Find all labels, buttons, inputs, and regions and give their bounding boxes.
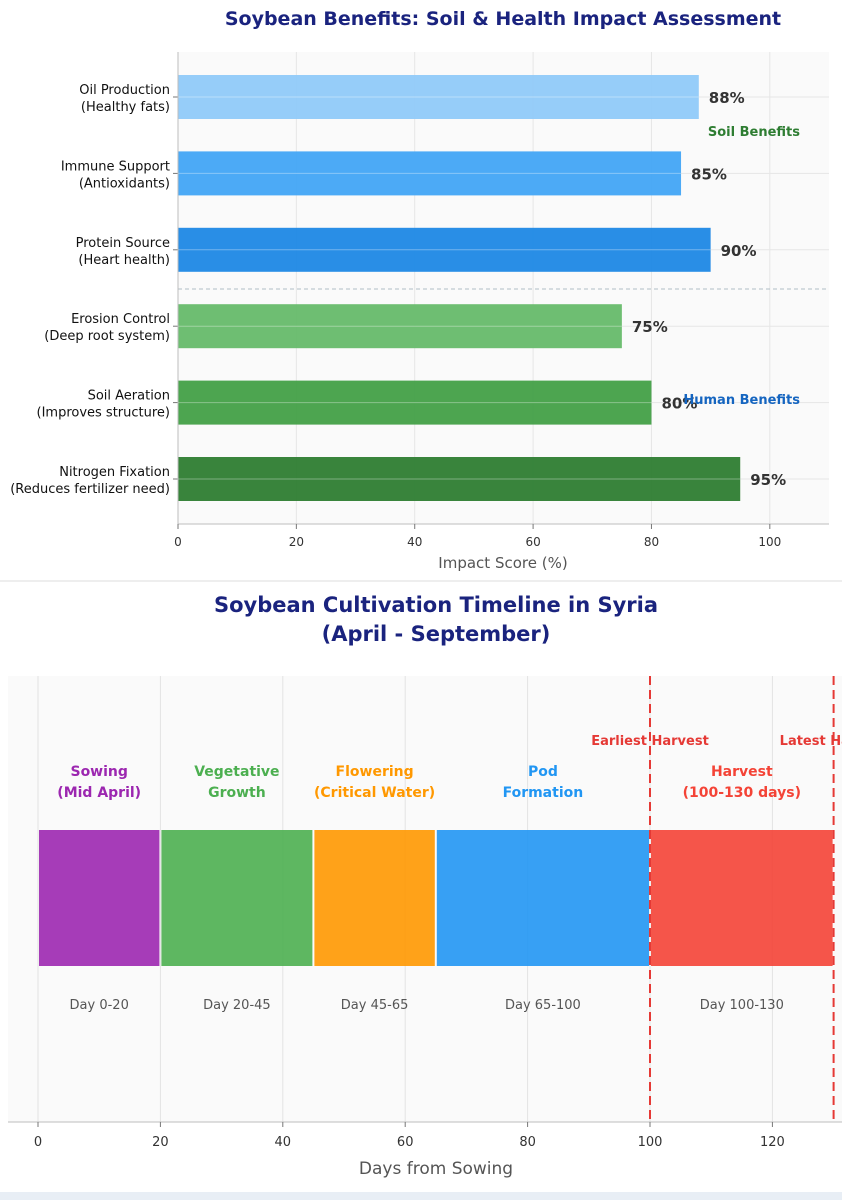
stage-bar — [314, 830, 435, 966]
benefit-value-label: 95% — [750, 471, 786, 489]
benefits-x-tick-label: 0 — [174, 535, 182, 549]
benefit-category-detail: (Heart health) — [78, 253, 170, 268]
benefits-x-ticks: 0 20 40 60 80 100 — [174, 524, 781, 549]
benefit-category-name: Erosion Control — [71, 312, 170, 327]
benefit-value-label: 88% — [709, 89, 745, 107]
timeline-title-line1: Soybean Cultivation Timeline in Syria — [214, 593, 658, 617]
benefit-category-detail: (Deep root system) — [44, 329, 170, 344]
stage-label-line1: Pod — [528, 764, 558, 780]
timeline-x-axis-label: Days from Sowing — [359, 1159, 513, 1179]
benefit-category-name: Protein Source — [76, 236, 170, 251]
harvest-marker-label: Latest Harvest — [780, 734, 842, 749]
benefit-bar — [178, 304, 622, 349]
benefits-chart: Soybean Benefits: Soil & Health Impact A… — [10, 8, 829, 572]
benefit-bar — [178, 380, 652, 425]
benefit-bar — [178, 457, 741, 501]
benefit-category-detail: (Improves structure) — [37, 406, 171, 421]
timeline-day-ranges: Day 0-20 Day 20-45 Day 45-65 Day 65-100 Day … — [70, 998, 784, 1013]
stage-label-line2: (Critical Water) — [314, 785, 435, 801]
benefit-category-name: Immune Support — [61, 159, 170, 174]
timeline-x-ticks: 0 20 40 60 80 100 120 — [34, 1122, 785, 1150]
benefits-bars: 88% 85% 90% 75% 80% 95% — [178, 75, 786, 501]
benefit-category-name: Nitrogen Fixation — [59, 465, 170, 480]
benefit-category-detail: (Antioxidants) — [79, 176, 170, 191]
benefits-plot-area — [178, 52, 829, 524]
stage-label-line1: Harvest — [711, 764, 773, 780]
benefit-bar — [178, 75, 699, 119]
bottom-strip — [0, 1192, 842, 1200]
timeline-harvest-markers: Earliest Harvest Latest Harvest — [591, 676, 842, 1122]
stage-bar — [39, 830, 160, 966]
benefits-x-tick-label: 20 — [289, 535, 304, 549]
stage-label-line1: Flowering — [336, 764, 414, 780]
stage-bar — [651, 830, 833, 966]
benefit-category-name: Oil Production — [79, 83, 170, 98]
stage-bar — [161, 830, 313, 966]
stage-label-line1: Vegetative — [194, 764, 279, 780]
human-benefits-annotation: Human Benefits — [683, 393, 800, 408]
stage-bar — [436, 830, 649, 966]
benefits-x-tick-label: 40 — [407, 535, 422, 549]
timeline-x-tick-label: 40 — [275, 1135, 292, 1150]
timeline-x-tick-label: 60 — [397, 1135, 414, 1150]
stage-label-line2: Formation — [503, 785, 584, 801]
benefit-value-label: 80% — [661, 395, 697, 413]
benefit-value-label: 75% — [632, 318, 668, 336]
benefit-bar — [178, 227, 711, 272]
benefit-category-detail: (Healthy fats) — [81, 100, 170, 115]
benefit-category-name: Soil Aeration — [88, 389, 170, 404]
benefits-category-labels: Oil Production (Healthy fats) Immune Suppo… — [10, 83, 178, 497]
timeline-x-tick-label: 20 — [152, 1135, 169, 1150]
stage-label-line2: (Mid April) — [57, 785, 141, 801]
stage-day-range: Day 0-20 — [70, 998, 129, 1013]
stage-day-range: Day 100-130 — [700, 998, 784, 1013]
timeline-x-tick-label: 0 — [34, 1135, 42, 1150]
benefit-value-label: 90% — [721, 242, 757, 260]
benefits-x-tick-label: 100 — [758, 535, 781, 549]
benefits-x-axis-label: Impact Score (%) — [438, 554, 567, 572]
stage-day-range: Day 45-65 — [341, 998, 409, 1013]
stage-label-line1: Sowing — [70, 764, 127, 780]
timeline-stage-bars — [39, 830, 833, 966]
timeline-x-tick-label: 100 — [638, 1135, 663, 1150]
stage-day-range: Day 20-45 — [203, 998, 271, 1013]
benefit-category-detail: (Reduces fertilizer need) — [10, 482, 170, 497]
benefit-bar — [178, 151, 682, 196]
stage-day-range: Day 65-100 — [505, 998, 581, 1013]
figure-divider — [0, 580, 842, 582]
benefit-value-label: 85% — [691, 165, 727, 183]
stage-label-line2: Growth — [208, 785, 266, 801]
soil-benefits-annotation: Soil Benefits — [708, 125, 800, 140]
timeline-chart: Soybean Cultivation Timeline in Syria (A… — [8, 593, 842, 1179]
benefits-x-tick-label: 80 — [644, 535, 659, 549]
timeline-x-tick-label: 120 — [760, 1135, 785, 1150]
stage-label-line2: (100-130 days) — [683, 785, 801, 801]
timeline-x-tick-label: 80 — [519, 1135, 536, 1150]
harvest-marker-label: Earliest Harvest — [591, 734, 709, 749]
benefits-title: Soybean Benefits: Soil & Health Impact A… — [225, 8, 781, 30]
timeline-title-line2: (April - September) — [322, 622, 551, 646]
benefits-x-tick-label: 60 — [525, 535, 540, 549]
timeline-stage-labels: Sowing (Mid April) Vegetative Growth Floweri… — [57, 764, 801, 801]
